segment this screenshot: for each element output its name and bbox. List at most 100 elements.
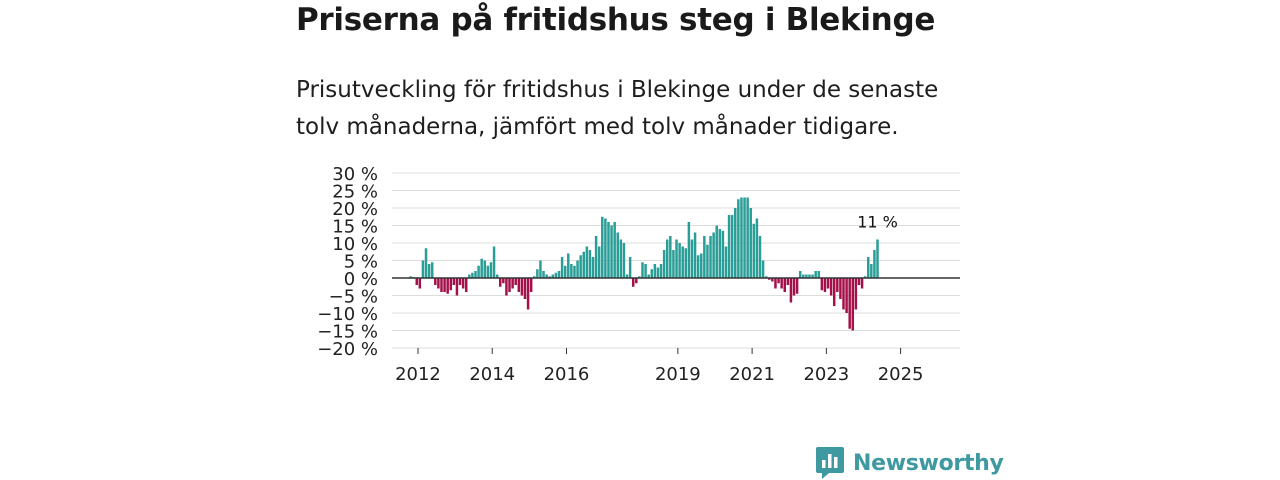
- bar: [783, 278, 786, 292]
- bar: [526, 278, 530, 310]
- bar: [839, 278, 842, 299]
- bar: [514, 278, 517, 285]
- bar: [486, 265, 490, 278]
- bar: [437, 278, 440, 289]
- bar: [789, 278, 793, 303]
- bar: [505, 278, 508, 296]
- y-tick-label: −20 %: [317, 339, 378, 360]
- bar-chart: 30 %25 %20 %15 %10 %5 %0 %−5 %−10 %−15 %…: [317, 164, 960, 385]
- bar: [734, 208, 737, 278]
- bar: [458, 278, 462, 285]
- bar: [588, 250, 592, 278]
- y-axis-ticks: 30 %25 %20 %15 %10 %5 %0 %−5 %−10 %−15 %…: [317, 164, 378, 360]
- bar: [591, 257, 595, 278]
- bar: [774, 278, 777, 289]
- bar: [443, 278, 446, 292]
- x-tick-label: 2016: [544, 364, 590, 385]
- y-tick-label: 20 %: [332, 199, 378, 220]
- bar: [727, 215, 731, 278]
- bar: [675, 239, 678, 278]
- bar: [721, 230, 725, 278]
- bar: [499, 278, 502, 287]
- bar: [560, 257, 564, 278]
- bar: [706, 244, 709, 278]
- chart-subtitle: Prisutveckling för fritidshus i Blekinge…: [296, 77, 939, 140]
- bar: [749, 208, 752, 278]
- bar: [489, 262, 493, 278]
- bar: [511, 278, 514, 289]
- bar: [502, 278, 505, 284]
- bar: [647, 274, 650, 278]
- bar: [492, 246, 496, 278]
- bar: [758, 236, 762, 278]
- bar: [836, 278, 839, 292]
- bar: [653, 264, 657, 278]
- bar: [551, 274, 555, 278]
- bar: [764, 276, 768, 278]
- bar: [446, 278, 449, 294]
- bar: [656, 267, 660, 278]
- x-tick-label: 2025: [878, 364, 924, 385]
- bar: [672, 250, 675, 278]
- bar: [761, 260, 765, 278]
- bar: [409, 276, 412, 278]
- bar: [860, 278, 864, 289]
- bar: [693, 232, 697, 278]
- y-tick-label: −5 %: [329, 287, 378, 308]
- bar: [585, 246, 589, 278]
- bar: [635, 278, 638, 284]
- bar: [557, 271, 561, 278]
- bar: [876, 239, 879, 278]
- bar: [873, 250, 876, 278]
- bar: [842, 278, 845, 310]
- bar: [650, 269, 654, 278]
- bar: [845, 278, 848, 313]
- bar: [622, 243, 626, 278]
- bar: [545, 274, 548, 278]
- x-tick-label: 2021: [729, 364, 775, 385]
- x-axis-ticks: 2012 2014 2016 2019 2021 2023 2025: [395, 348, 924, 385]
- bar: [644, 264, 647, 278]
- bar: [863, 276, 867, 278]
- bar: [659, 264, 663, 278]
- bar: [700, 253, 703, 278]
- bar: [573, 265, 576, 278]
- bar: [440, 278, 443, 292]
- bar: [427, 264, 431, 278]
- bar: [548, 276, 551, 278]
- bar: [696, 255, 700, 278]
- x-tick-label: 2019: [655, 364, 701, 385]
- bar: [452, 278, 456, 285]
- bar: [771, 278, 774, 282]
- bar: [631, 278, 635, 287]
- bar: [638, 276, 641, 278]
- bar: [508, 278, 511, 292]
- bar: [854, 278, 858, 310]
- bar: [690, 239, 694, 278]
- bar: [669, 236, 672, 278]
- bar: [752, 223, 756, 278]
- y-tick-label: −15 %: [317, 322, 378, 343]
- bar: [687, 222, 691, 278]
- bar: [449, 278, 453, 291]
- bar: [601, 216, 604, 278]
- bar: [539, 260, 542, 278]
- bar: [421, 260, 425, 278]
- y-tick-label: 0 %: [344, 269, 378, 290]
- bar: [829, 278, 833, 296]
- bar: [678, 243, 681, 278]
- bar: [662, 250, 666, 278]
- y-tick-label: 15 %: [332, 217, 378, 238]
- bar: [665, 239, 669, 278]
- bar: [811, 274, 814, 278]
- bar: [517, 278, 521, 292]
- bar: [461, 278, 465, 289]
- bar: [823, 278, 827, 292]
- bar: [808, 274, 811, 278]
- bar: [477, 265, 480, 278]
- bar: [820, 278, 824, 291]
- bar: [780, 278, 783, 289]
- bar: [715, 225, 718, 278]
- bar: [597, 246, 601, 278]
- x-tick-label: 2023: [803, 364, 849, 385]
